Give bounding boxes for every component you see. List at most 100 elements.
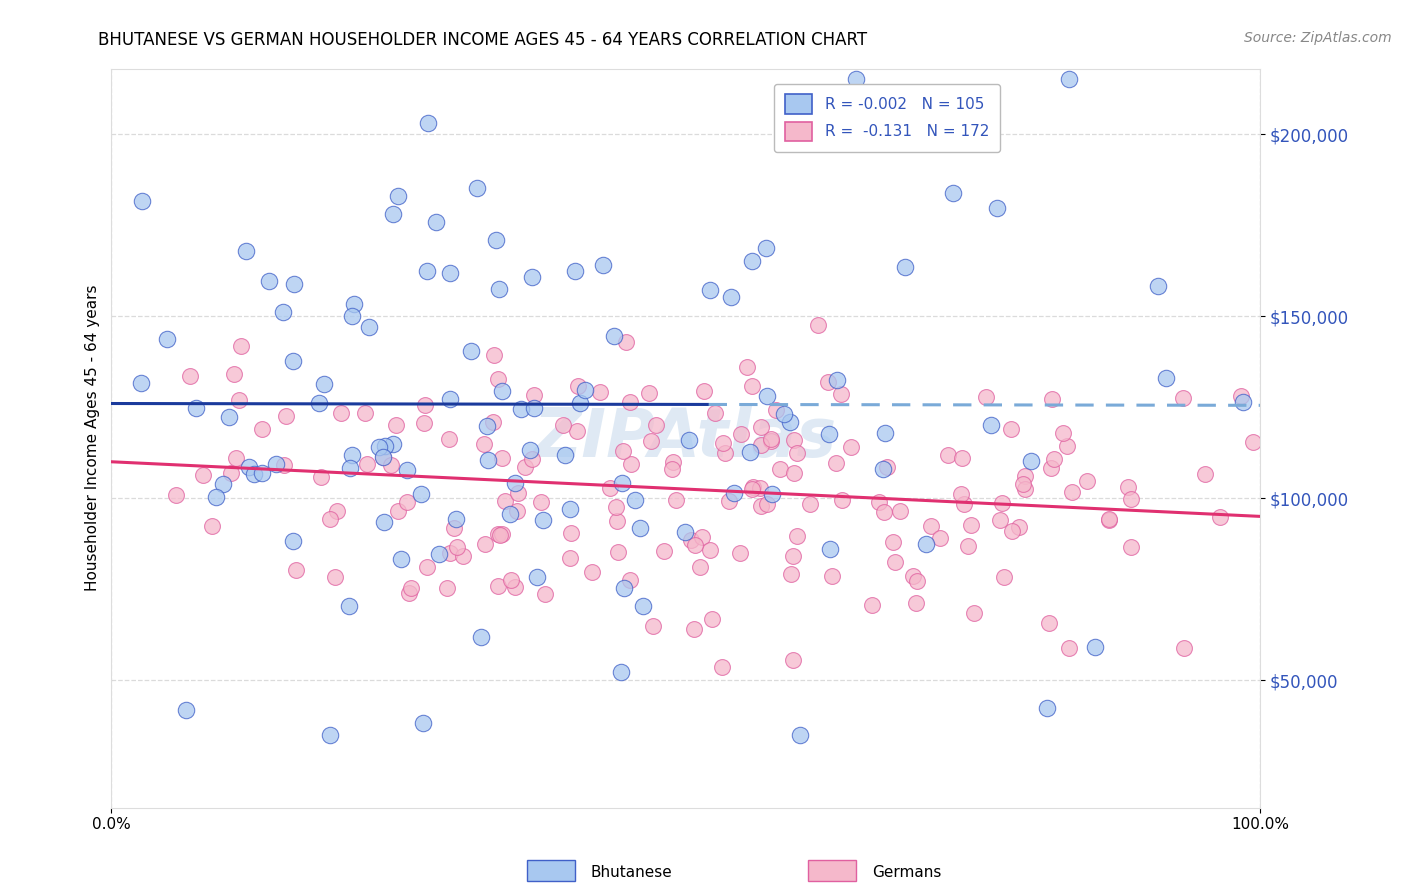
- Point: [735, 359, 758, 374]
- Point: [1000, 422, 1022, 436]
- Point: [250, 466, 273, 480]
- Point: [339, 461, 361, 475]
- Point: [1076, 474, 1098, 488]
- Point: [860, 599, 883, 613]
- Point: [581, 566, 603, 580]
- Point: [474, 437, 496, 451]
- Point: [990, 496, 1012, 510]
- Point: [1057, 640, 1080, 655]
- Point: [882, 534, 904, 549]
- Point: [904, 596, 927, 610]
- Point: [486, 527, 509, 541]
- Point: [474, 537, 496, 551]
- Point: [872, 462, 894, 476]
- Point: [1014, 469, 1036, 483]
- Point: [503, 475, 526, 490]
- Point: [312, 376, 335, 391]
- Point: [558, 502, 581, 516]
- Point: [416, 264, 439, 278]
- Point: [1043, 452, 1066, 467]
- Point: [380, 458, 402, 472]
- Point: [446, 541, 468, 555]
- Point: [988, 513, 1011, 527]
- Point: [482, 415, 505, 429]
- Point: [488, 282, 510, 296]
- Point: [1154, 370, 1177, 384]
- Point: [652, 544, 675, 558]
- Point: [714, 446, 737, 460]
- Point: [425, 215, 447, 229]
- Point: [534, 587, 557, 601]
- Point: [491, 384, 513, 399]
- Text: Source: ZipAtlas.com: Source: ZipAtlas.com: [1244, 31, 1392, 45]
- Point: [620, 457, 643, 471]
- Point: [772, 407, 794, 421]
- Point: [560, 526, 582, 541]
- Point: [498, 507, 520, 521]
- Point: [530, 495, 553, 509]
- Point: [779, 415, 801, 429]
- Point: [399, 582, 422, 596]
- Point: [741, 378, 763, 392]
- Point: [769, 461, 792, 475]
- Point: [398, 586, 420, 600]
- Point: [723, 486, 745, 500]
- Point: [325, 504, 347, 518]
- Point: [614, 335, 637, 350]
- Point: [756, 389, 779, 403]
- Point: [418, 116, 440, 130]
- Point: [243, 467, 266, 482]
- Point: [228, 392, 250, 407]
- Point: [741, 254, 763, 268]
- Point: [1209, 510, 1232, 524]
- Point: [221, 466, 243, 480]
- Point: [308, 396, 330, 410]
- Point: [599, 481, 621, 495]
- Point: [741, 482, 763, 496]
- Point: [730, 545, 752, 559]
- Point: [789, 728, 811, 742]
- Text: BHUTANESE VS GERMAN HOUSEHOLDER INCOME AGES 45 - 64 YEARS CORRELATION CHART: BHUTANESE VS GERMAN HOUSEHOLDER INCOME A…: [98, 31, 868, 49]
- Point: [387, 189, 409, 203]
- Point: [963, 606, 986, 620]
- Point: [868, 495, 890, 509]
- Point: [845, 72, 868, 87]
- Point: [825, 373, 848, 387]
- Point: [679, 533, 702, 547]
- Point: [374, 439, 396, 453]
- Text: Bhutanese: Bhutanese: [591, 865, 672, 880]
- Point: [807, 318, 830, 333]
- Point: [465, 181, 488, 195]
- Point: [486, 372, 509, 386]
- Point: [382, 207, 405, 221]
- Point: [738, 444, 761, 458]
- Point: [574, 383, 596, 397]
- Point: [510, 402, 533, 417]
- Point: [661, 462, 683, 476]
- Point: [905, 574, 928, 589]
- Point: [274, 409, 297, 424]
- Point: [673, 525, 696, 540]
- Point: [678, 434, 700, 448]
- Point: [439, 392, 461, 406]
- Point: [759, 434, 782, 448]
- Point: [340, 449, 363, 463]
- Point: [330, 406, 353, 420]
- Point: [339, 599, 361, 614]
- Point: [741, 480, 763, 494]
- Point: [319, 728, 342, 742]
- Point: [1062, 485, 1084, 500]
- Point: [783, 434, 806, 448]
- Point: [755, 241, 778, 255]
- Point: [980, 417, 1002, 432]
- Point: [1147, 279, 1170, 293]
- Point: [359, 319, 381, 334]
- Point: [748, 481, 770, 495]
- Point: [641, 619, 664, 633]
- Point: [783, 467, 806, 481]
- Point: [1040, 392, 1063, 407]
- Point: [1040, 460, 1063, 475]
- Point: [942, 186, 965, 200]
- Point: [884, 555, 907, 569]
- Point: [1171, 391, 1194, 405]
